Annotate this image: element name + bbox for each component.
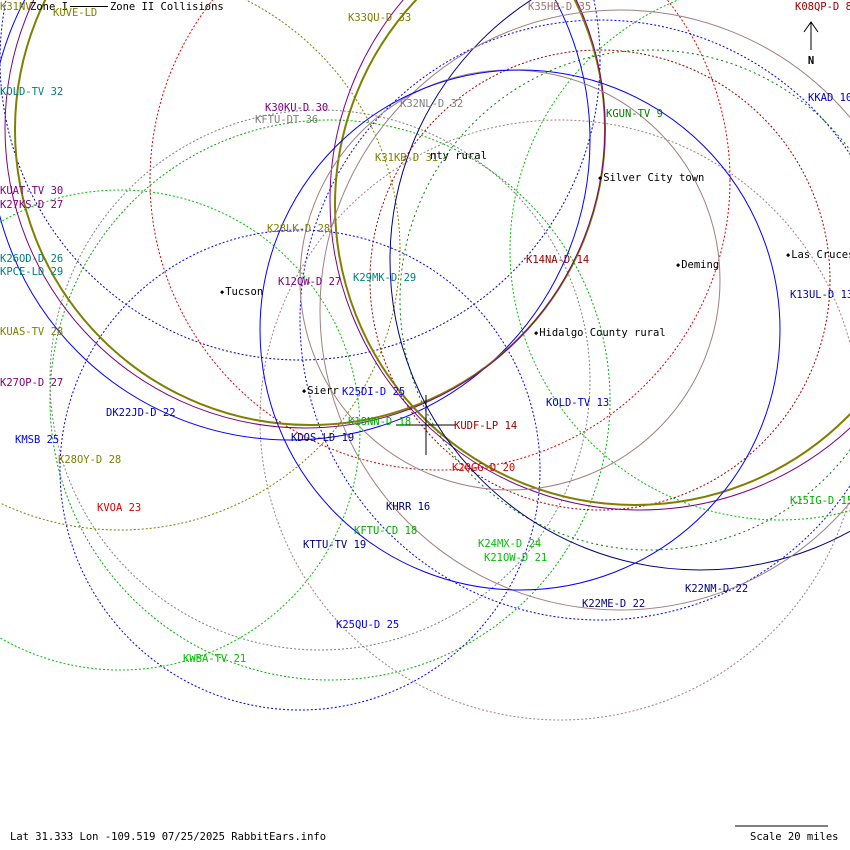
- station-label[interactable]: KVOA 23: [97, 502, 142, 514]
- station-label[interactable]: KWBA-TV 21: [183, 653, 247, 665]
- station-label[interactable]: K29MK-D 29: [353, 272, 417, 284]
- map-legend: Zone I Zone II Collisions: [30, 1, 224, 13]
- station-label[interactable]: KDOS-LD 19: [291, 432, 355, 444]
- station-label[interactable]: KGUN-TV 9: [606, 108, 663, 120]
- coverage-circle: [319, 9, 850, 611]
- station-label[interactable]: K21OW-D 21: [484, 552, 548, 564]
- coverage-circle: [4, 0, 606, 429]
- station-label[interactable]: KOLD-TV 13: [546, 397, 610, 409]
- crosshair-marker: [396, 395, 456, 455]
- city-label: nty rural: [430, 150, 487, 162]
- station-label[interactable]: K26OD-D 26: [0, 253, 64, 265]
- station-label[interactable]: KUAT-TV 30: [0, 185, 64, 197]
- station-label[interactable]: KUDF-LP 14: [454, 420, 518, 432]
- coverage-circle: [0, 189, 361, 671]
- station-label[interactable]: K30KU-D 30: [265, 102, 329, 114]
- station-label[interactable]: K20GG-D 20: [452, 462, 516, 474]
- station-label[interactable]: DK22JD-D 22: [106, 407, 176, 419]
- station-label[interactable]: KUAS-TV 28: [0, 326, 64, 338]
- station-label[interactable]: K15IG-D 15: [790, 495, 850, 507]
- station-label[interactable]: K33QU-D 33: [348, 12, 412, 24]
- coverage-circle: [0, 0, 401, 531]
- station-label[interactable]: K31KB-D 31: [375, 152, 439, 164]
- coverage-circle: [149, 0, 731, 471]
- station-label[interactable]: KTTU-TV 19: [303, 539, 367, 551]
- city-label: Deming: [676, 259, 719, 271]
- city-label: Hidalgo County rural: [534, 327, 665, 339]
- station-label[interactable]: K22ME-D 22: [582, 598, 646, 610]
- scale-label: Scale 20 miles: [750, 831, 839, 843]
- station-label[interactable]: K28OY-D 28: [58, 454, 122, 466]
- city-label: Tucson: [220, 286, 263, 298]
- coverage-circle: [14, 0, 606, 426]
- station-label[interactable]: KFTU-CD 18: [354, 525, 418, 537]
- city-label: Las Cruces: [786, 249, 850, 261]
- coverage-circle: [49, 109, 591, 651]
- city-label: Silver City town: [598, 172, 704, 184]
- station-label[interactable]: K25QU-D 25: [336, 619, 400, 631]
- station-label[interactable]: K28LK-D 28: [267, 223, 331, 235]
- coverage-circle: [299, 19, 850, 621]
- station-label[interactable]: K12QW-D 27: [278, 276, 342, 288]
- legend-zone2: Zone II: [109, 1, 155, 13]
- station-label[interactable]: K13UL-D 13: [790, 289, 850, 301]
- station-label[interactable]: K27KS-D 27: [0, 199, 64, 211]
- station-label[interactable]: KHRR 16: [386, 501, 431, 513]
- coverage-circle: [259, 119, 850, 721]
- station-label[interactable]: K18NN-D 18: [348, 416, 412, 428]
- station-label[interactable]: KOLD-TV 32: [0, 86, 64, 98]
- station-label[interactable]: K25DI-D 25: [342, 386, 406, 398]
- city-label: Sierr: [302, 385, 339, 397]
- coverage-circle: [59, 229, 541, 711]
- coverage-circle: [329, 0, 850, 511]
- station-label[interactable]: K08QP-D 8: [795, 1, 850, 13]
- coverage-circle: [399, 49, 850, 551]
- legend-zone1: Zone I: [30, 1, 68, 13]
- location-readout: Lat 31.333 Lon -109.519 07/25/2025 Rabbi…: [10, 831, 327, 843]
- station-label[interactable]: K27OP-D 27: [0, 377, 64, 389]
- station-label[interactable]: KPCE-LD 29: [0, 266, 64, 278]
- station-label[interactable]: K14NA-D 14: [526, 254, 590, 266]
- north-label: N: [807, 55, 815, 67]
- station-label[interactable]: K35HB-D 35: [528, 1, 592, 13]
- coverage-circle: [369, 49, 831, 511]
- station-label[interactable]: KMSB 25: [15, 434, 60, 446]
- station-label[interactable]: KFTU-DT 36: [255, 114, 319, 126]
- coverage-circle: [0, 0, 591, 441]
- station-label[interactable]: K31NV: [0, 1, 32, 13]
- coverage-circle: [49, 119, 611, 681]
- station-label[interactable]: K22NM-D 22: [685, 583, 749, 595]
- coverage-circle: [389, 0, 850, 571]
- station-label[interactable]: K24MX-D 24: [478, 538, 542, 550]
- station-label[interactable]: K32NL-D 32: [400, 98, 464, 110]
- legend-collisions: Collisions: [160, 1, 224, 13]
- coverage-circle: [334, 0, 850, 506]
- station-label[interactable]: KKAD 10: [808, 92, 850, 104]
- coverage-circle: [0, 0, 601, 361]
- north-arrow-icon: [803, 21, 819, 50]
- station-label[interactable]: KUVE-LD: [53, 7, 98, 19]
- coverage-circle: [259, 69, 781, 591]
